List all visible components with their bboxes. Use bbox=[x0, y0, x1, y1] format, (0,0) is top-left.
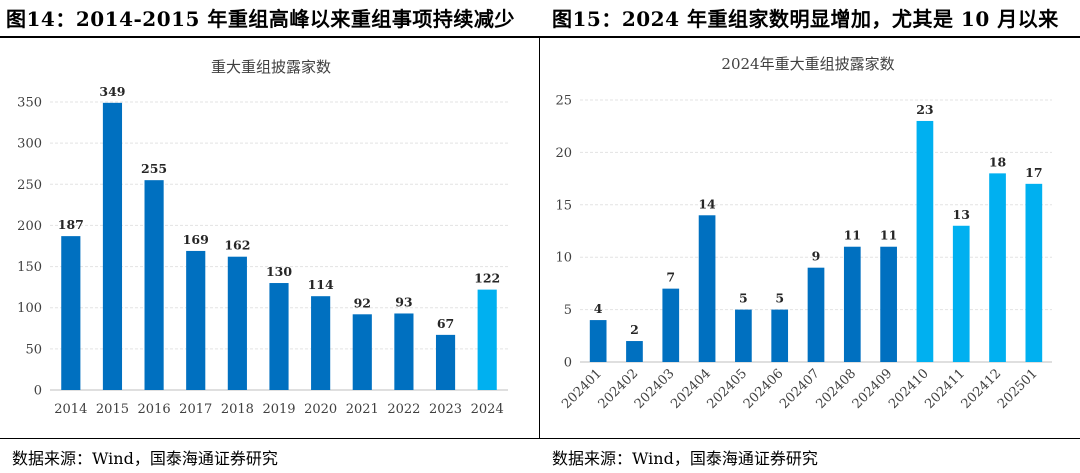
y-tick-label: 350 bbox=[17, 96, 42, 111]
x-tick-label: 202501 bbox=[995, 366, 1041, 412]
x-tick-label: 2022 bbox=[387, 402, 420, 417]
data-label-202412: 18 bbox=[989, 154, 1007, 169]
annual-restructuring-bar-chart: 重大重组披露家数 0 50 100 150 200 250 300 350 187 2014 349 2… bbox=[17, 58, 508, 417]
y-tick-label: 150 bbox=[17, 260, 42, 275]
data-label-2023: 67 bbox=[437, 316, 454, 331]
panel-divider bbox=[539, 37, 540, 439]
data-label-2015: 349 bbox=[99, 84, 125, 99]
data-label-2019: 130 bbox=[266, 264, 292, 279]
bar-2022 bbox=[394, 313, 414, 390]
left-chart-panel: 重大重组披露家数 0 50 100 150 200 250 300 350 187 2014 349 2… bbox=[6, 42, 526, 436]
data-label-202407: 9 bbox=[812, 249, 821, 264]
bar-2018 bbox=[227, 256, 247, 390]
x-tick-label: 2020 bbox=[304, 402, 337, 417]
data-label-202410: 23 bbox=[916, 102, 933, 117]
x-tick-label: 2018 bbox=[221, 402, 254, 417]
bar-202412 bbox=[989, 173, 1006, 362]
x-tick-label: 2023 bbox=[429, 402, 462, 417]
data-label-202403: 7 bbox=[666, 270, 675, 285]
bar-202411 bbox=[952, 225, 970, 362]
data-label-2024: 122 bbox=[474, 271, 500, 286]
y-tick-label: 100 bbox=[17, 301, 42, 316]
x-tick-label: 2015 bbox=[96, 402, 129, 417]
x-tick-label: 2024 bbox=[471, 402, 504, 417]
y-tick-label: 10 bbox=[555, 251, 572, 266]
y-tick-label: 300 bbox=[17, 137, 42, 152]
y-tick-label: 0 bbox=[564, 356, 572, 371]
bar-202407 bbox=[807, 267, 825, 362]
right-data-source: 数据来源：Wind，国泰海通证券研究 bbox=[552, 449, 818, 468]
bar-2024 bbox=[477, 289, 497, 390]
x-tick-label: 2016 bbox=[138, 402, 171, 417]
y-tick-label: 200 bbox=[17, 219, 42, 234]
data-label-202401: 4 bbox=[594, 301, 603, 316]
data-label-202406: 5 bbox=[775, 291, 784, 306]
data-label-202411: 13 bbox=[953, 207, 970, 222]
x-tick-label: 2014 bbox=[54, 402, 87, 417]
x-tick-label: 2017 bbox=[179, 402, 212, 417]
data-label-2018: 162 bbox=[224, 238, 250, 253]
bar-202408 bbox=[843, 246, 861, 362]
right-chart-panel: 2024年重大重组披露家数 0 5 10 15 20 25 4 202401 2 202402 7 20… bbox=[544, 42, 1074, 436]
bar-2021 bbox=[352, 314, 372, 390]
y-tick-label: 20 bbox=[555, 146, 572, 161]
bar-202501 bbox=[1025, 183, 1043, 362]
bar-2020 bbox=[311, 296, 331, 390]
bar-2014 bbox=[61, 236, 81, 390]
chart-title: 重大重组披露家数 bbox=[211, 58, 331, 76]
data-label-202405: 5 bbox=[739, 291, 748, 306]
bar-2019 bbox=[269, 283, 289, 390]
data-label-2022: 93 bbox=[395, 294, 412, 309]
bar-2017 bbox=[186, 250, 206, 390]
data-label-202404: 14 bbox=[698, 196, 716, 211]
left-data-source: 数据来源：Wind，国泰海通证券研究 bbox=[12, 449, 278, 468]
data-label-2017: 169 bbox=[183, 232, 209, 247]
x-tick-label: 2019 bbox=[262, 402, 295, 417]
bar-202410 bbox=[916, 120, 934, 363]
bar-202402 bbox=[626, 341, 643, 362]
monthly-restructuring-bar-chart: 2024年重大重组披露家数051015202542024012202402720… bbox=[555, 55, 1052, 412]
data-label-2014: 187 bbox=[58, 217, 84, 232]
bar-202409 bbox=[880, 246, 897, 362]
data-label-202402: 2 bbox=[630, 322, 639, 337]
bar-202405 bbox=[735, 309, 752, 362]
data-label-2021: 92 bbox=[354, 295, 371, 310]
y-tick-label: 25 bbox=[555, 94, 572, 109]
left-figure-title: 图14：2014-2015 年重组高峰以来重组事项持续减少 bbox=[6, 7, 515, 31]
right-figure-title: 图15：2024 年重组家数明显增加，尤其是 10 月以来 bbox=[552, 7, 1059, 31]
data-label-202408: 11 bbox=[844, 228, 861, 243]
data-label-202501: 17 bbox=[1025, 165, 1042, 180]
chart-title: 2024年重大重组披露家数 bbox=[721, 55, 894, 73]
bar-202404 bbox=[698, 215, 716, 362]
x-tick-label: 2021 bbox=[346, 402, 379, 417]
y-tick-label: 250 bbox=[17, 178, 42, 193]
data-label-2020: 114 bbox=[308, 277, 334, 292]
bar-202406 bbox=[771, 309, 789, 362]
y-tick-label: 5 bbox=[564, 303, 572, 318]
footer-rule bbox=[0, 438, 1080, 439]
bar-2016 bbox=[144, 180, 164, 390]
bar-2023 bbox=[435, 334, 456, 390]
data-label-2016: 255 bbox=[141, 161, 167, 176]
y-tick-label: 15 bbox=[555, 198, 572, 213]
bar-202401 bbox=[589, 320, 607, 362]
bar-2015 bbox=[102, 102, 123, 390]
y-tick-label: 50 bbox=[25, 342, 42, 357]
header-rule bbox=[0, 36, 1080, 38]
y-tick-label: 0 bbox=[34, 384, 42, 399]
bar-202403 bbox=[662, 288, 680, 362]
data-label-202409: 11 bbox=[880, 228, 897, 243]
